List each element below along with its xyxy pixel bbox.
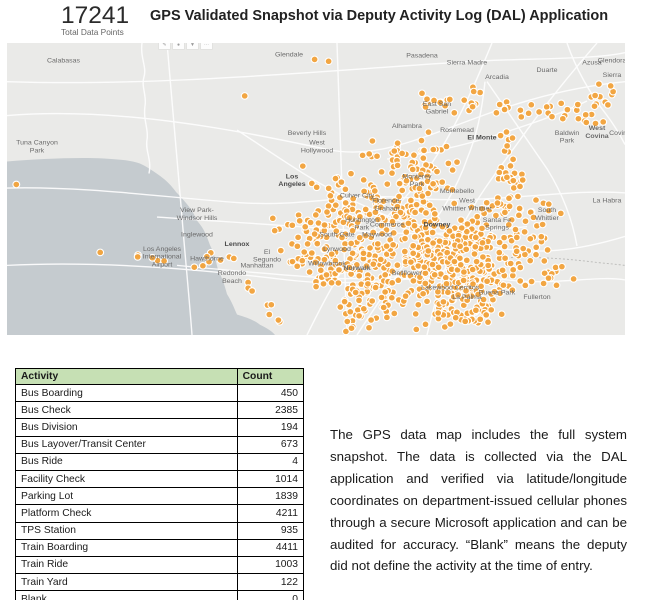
svg-text:El Monte: El Monte [467,135,496,142]
svg-text:Gabriel: Gabriel [426,109,449,116]
svg-text:El: El [264,249,271,256]
svg-text:Commerce: Commerce [370,222,404,229]
svg-text:Florence-: Florence- [372,198,402,205]
svg-text:Hawthorne: Hawthorne [190,256,224,263]
svg-text:Whittier: Whittier [535,215,559,222]
svg-text:Maywood: Maywood [362,231,392,238]
svg-text:Park: Park [560,138,575,145]
svg-text:Alhambra: Alhambra [392,123,422,130]
svg-text:Whittier Whittier: Whittier Whittier [442,205,492,212]
svg-text:Montebello: Montebello [440,188,474,195]
svg-text:West: West [309,140,325,147]
svg-text:South Gate: South Gate [319,231,355,238]
svg-text:Hollywood: Hollywood [301,147,333,154]
svg-text:Rosemead: Rosemead [440,127,474,134]
svg-text:Calabasas: Calabasas [47,57,81,64]
svg-text:Los: Los [286,173,299,180]
svg-text:Culver City: Culver City [340,193,375,200]
svg-text:Arcadia: Arcadia [485,74,509,81]
svg-text:Windsor Hills: Windsor Hills [177,215,218,222]
svg-text:Downey: Downey [424,222,451,229]
svg-text:Airport: Airport [152,261,173,268]
svg-text:Duarte: Duarte [537,67,558,74]
svg-text:Graham: Graham [374,205,400,212]
svg-text:Beach: Beach [222,278,242,285]
svg-text:Manhattan: Manhattan [240,262,273,269]
svg-text:Springs: Springs [485,225,509,232]
svg-text:West: West [459,198,475,205]
svg-text:Lynwood: Lynwood [323,246,351,253]
svg-text:Inglewood: Inglewood [181,231,213,238]
svg-text:Cerritos: Cerritos [455,285,480,292]
svg-text:Los Angeles: Los Angeles [143,246,182,253]
svg-text:West: West [589,125,606,132]
svg-text:View Park-: View Park- [180,207,214,214]
svg-text:Covina: Covina [585,133,608,140]
svg-text:International: International [143,254,182,261]
svg-text:Sierra Madre: Sierra Madre [447,59,488,66]
svg-text:Beverly Hills: Beverly Hills [288,130,327,137]
svg-text:Park: Park [410,181,425,188]
svg-text:Sierra: Sierra [603,72,622,79]
svg-text:Lakewood: Lakewood [421,285,453,292]
svg-text:Norwalk: Norwalk [343,265,370,272]
svg-text:Bellflower: Bellflower [392,270,423,277]
svg-text:South: South [538,207,556,214]
svg-text:La Palma: La Palma [452,294,482,301]
svg-text:Angeles: Angeles [278,181,305,188]
svg-text:Tuna Canyon: Tuna Canyon [16,140,58,147]
svg-text:Lennox: Lennox [225,241,250,248]
svg-text:Park: Park [30,147,45,154]
svg-text:Baldwin: Baldwin [555,130,580,137]
svg-text:Buena Park: Buena Park [479,289,516,296]
svg-text:Willowbrook: Willowbrook [308,260,346,267]
svg-text:La Habra: La Habra [593,198,622,205]
svg-text:Covina: Covina [609,130,625,137]
svg-text:Fullerton: Fullerton [523,294,550,301]
svg-text:Pasadena: Pasadena [406,53,438,60]
svg-text:Glendale: Glendale [275,52,303,59]
svg-text:East San: East San [423,101,452,108]
svg-text:Glendora: Glendora [598,57,625,64]
svg-text:Monterey: Monterey [402,173,432,180]
svg-text:Santa Fe: Santa Fe [483,217,512,224]
svg-text:Redondo: Redondo [218,270,247,277]
